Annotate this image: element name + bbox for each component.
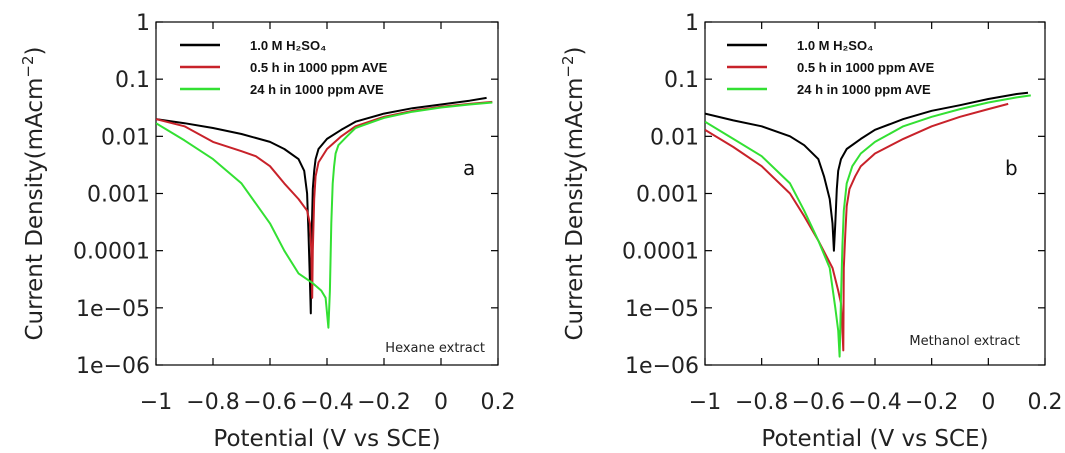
x-tick-label: −1 [689,390,721,415]
legend-entry: 1.0 M H₂SO₄ [797,38,873,53]
x-axis-label: Potential (V vs SCE) [761,426,988,452]
x-tick-label: −0.8 [186,390,239,415]
y-tick-label: 0.0001 [73,240,150,265]
panel-letter: b [1005,156,1018,180]
x-tick-label: −0.8 [735,390,788,415]
x-tick-label: −0.2 [905,390,958,415]
y-tick-label: 0.1 [115,68,150,93]
x-tick-label: −0.4 [300,390,353,415]
y-tick-label: 0.1 [664,68,699,93]
series-line-3 [705,94,1031,358]
x-tick-label: 0.2 [481,390,516,415]
series-line-1 [705,91,1029,252]
x-tick-label: −0.6 [792,390,845,415]
legend-entry: 1.0 M H₂SO₄ [250,38,326,53]
series-line-1 [156,96,487,315]
y-tick-label: 0.001 [636,183,699,208]
panel-annotation: Hexane extract [385,341,485,356]
y-tick-label: 1e−05 [625,297,699,322]
x-tick-label: 0 [434,390,448,415]
panel-annotation: Methanol extract [909,334,1020,349]
x-tick-label: 0.2 [1028,390,1063,415]
panel-letter: a [463,156,475,180]
x-tick-label: −0.6 [243,390,296,415]
y-tick-label: 1e−05 [76,297,150,322]
y-tick-label: 0.0001 [622,240,699,265]
legend-entry: 24 h in 1000 ppm AVE [250,82,384,97]
legend-entry: 24 h in 1000 ppm AVE [797,82,931,97]
y-axis-label: Current Density(mAcm−2) [559,46,588,340]
legend-entry: 0.5 h in 1000 ppm AVE [250,60,388,75]
y-tick-label: 1 [685,11,699,36]
x-tick-label: 0 [981,390,995,415]
x-tick-label: −1 [140,390,172,415]
y-tick-label: 0.001 [87,183,150,208]
y-tick-label: 1 [136,11,150,36]
series-line-3 [156,101,493,329]
y-tick-label: 1e−06 [625,354,699,379]
y-axis-label: Current Density(mAcm−2) [19,46,48,340]
series-line-2 [156,100,493,299]
y-tick-label: 0.01 [101,125,150,150]
series-line-2 [705,102,1009,352]
x-tick-label: −0.4 [848,390,901,415]
legend-entry: 0.5 h in 1000 ppm AVE [797,60,935,75]
y-tick-label: 0.01 [650,125,699,150]
y-tick-label: 1e−06 [76,354,150,379]
x-tick-label: −0.2 [357,390,410,415]
x-axis-label: Potential (V vs SCE) [213,426,440,452]
